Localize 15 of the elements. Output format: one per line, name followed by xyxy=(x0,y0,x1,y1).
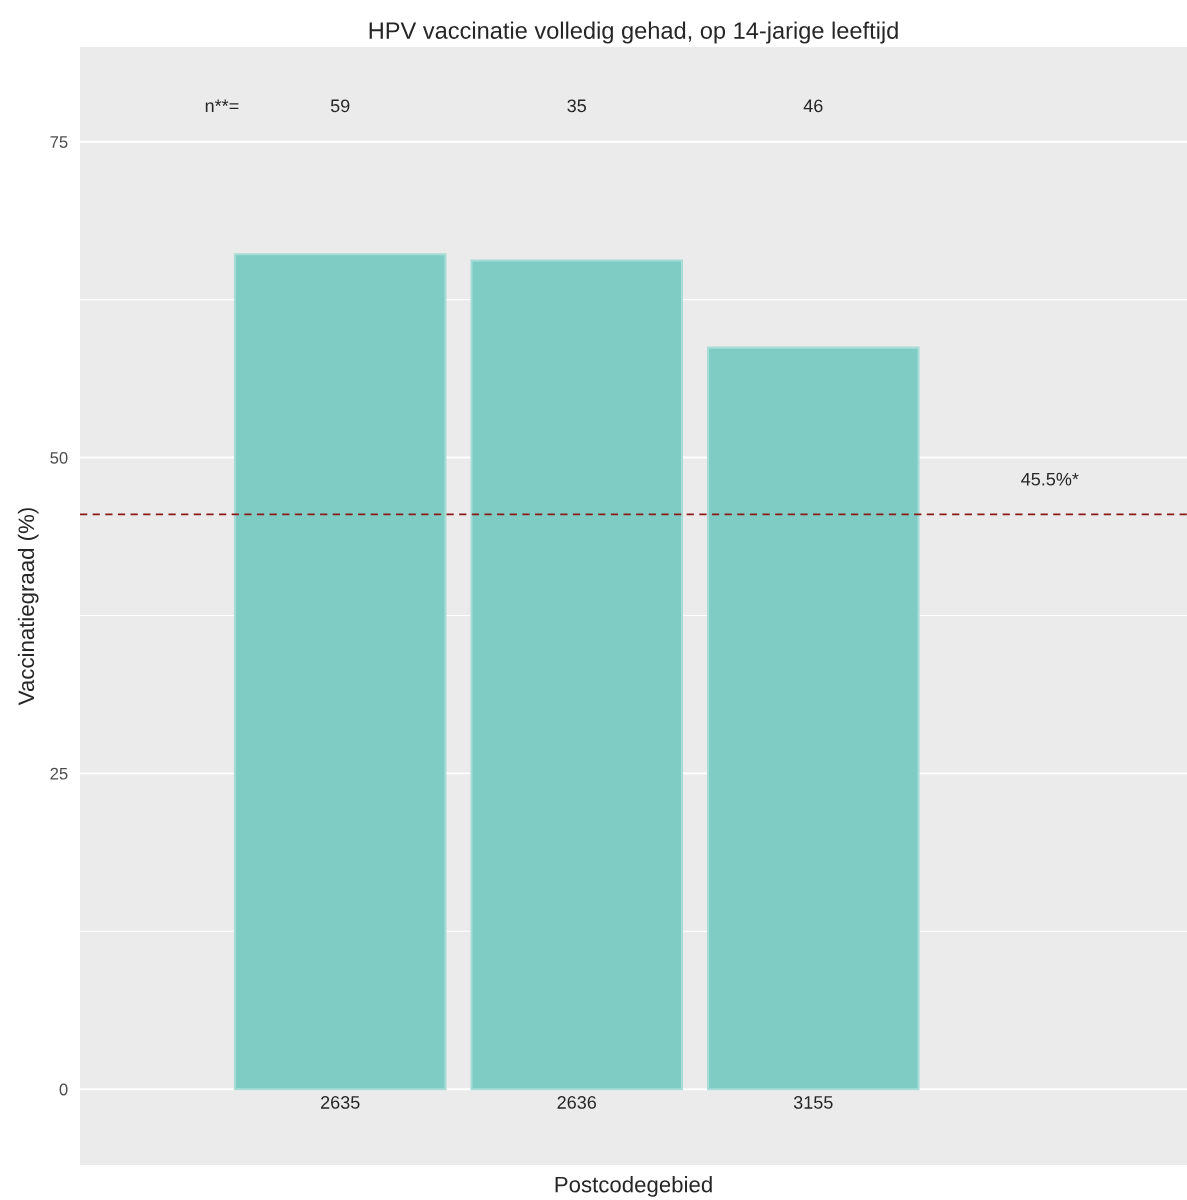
y-tick-label: 50 xyxy=(50,451,68,464)
ref-line-label: 45.5%* xyxy=(1021,472,1079,486)
annotation: 35 xyxy=(567,99,587,113)
annotation: 59 xyxy=(330,99,350,113)
x-tick-label: 2636 xyxy=(557,1096,597,1109)
chart-title: HPV vaccinatie volledig gehad, op 14-jarige leeftijd xyxy=(369,21,898,44)
annotation: n**= xyxy=(205,99,239,113)
y-tick-label: 75 xyxy=(50,136,68,148)
x-tick-label: 2635 xyxy=(321,1096,360,1109)
annotation: 46 xyxy=(803,99,823,113)
y-tick-label: 25 xyxy=(50,767,68,780)
x-tick-label: 3155 xyxy=(793,1096,833,1109)
y-tick-label: 0 xyxy=(59,1083,68,1096)
y-axis-title: Vaccinatiegraad (%) xyxy=(17,508,39,706)
x-axis-title: Postcodegebied xyxy=(555,1176,712,1197)
